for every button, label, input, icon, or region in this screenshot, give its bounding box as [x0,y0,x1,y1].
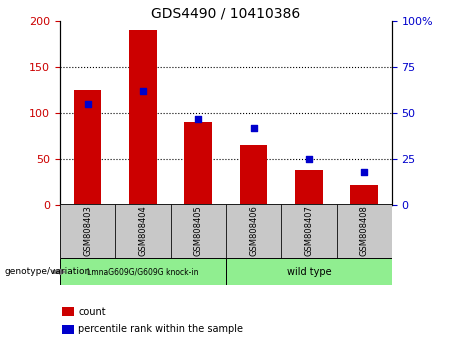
Point [250,125,257,131]
Text: GSM808403: GSM808403 [83,206,92,256]
Bar [295,170,323,205]
Bar [337,204,392,258]
Text: GSM808406: GSM808406 [249,206,258,256]
Bar [240,145,267,205]
Text: percentile rank within the sample: percentile rank within the sample [78,324,243,334]
Title: GDS4490 / 10410386: GDS4490 / 10410386 [151,6,301,20]
Bar [281,204,337,258]
Point [361,169,368,175]
Bar [226,204,281,258]
Bar [115,204,171,258]
Text: count: count [78,307,106,316]
Bar [171,204,226,258]
Bar [74,90,101,205]
Bar [226,258,392,285]
Point [195,116,202,122]
Bar [184,122,212,205]
Bar [60,258,226,285]
Point [139,88,147,94]
Text: LmnaG609G/G609G knock-in: LmnaG609G/G609G knock-in [87,267,199,276]
Text: GSM808408: GSM808408 [360,206,369,256]
Bar [350,185,378,205]
Bar [129,30,157,205]
Text: GSM808404: GSM808404 [138,206,148,256]
Text: wild type: wild type [287,267,331,277]
Bar [60,204,115,258]
Point [84,101,91,107]
Text: GSM808407: GSM808407 [304,206,313,256]
Bar [60,204,392,258]
Point [305,156,313,162]
Text: genotype/variation: genotype/variation [5,267,91,276]
Text: GSM808405: GSM808405 [194,206,203,256]
